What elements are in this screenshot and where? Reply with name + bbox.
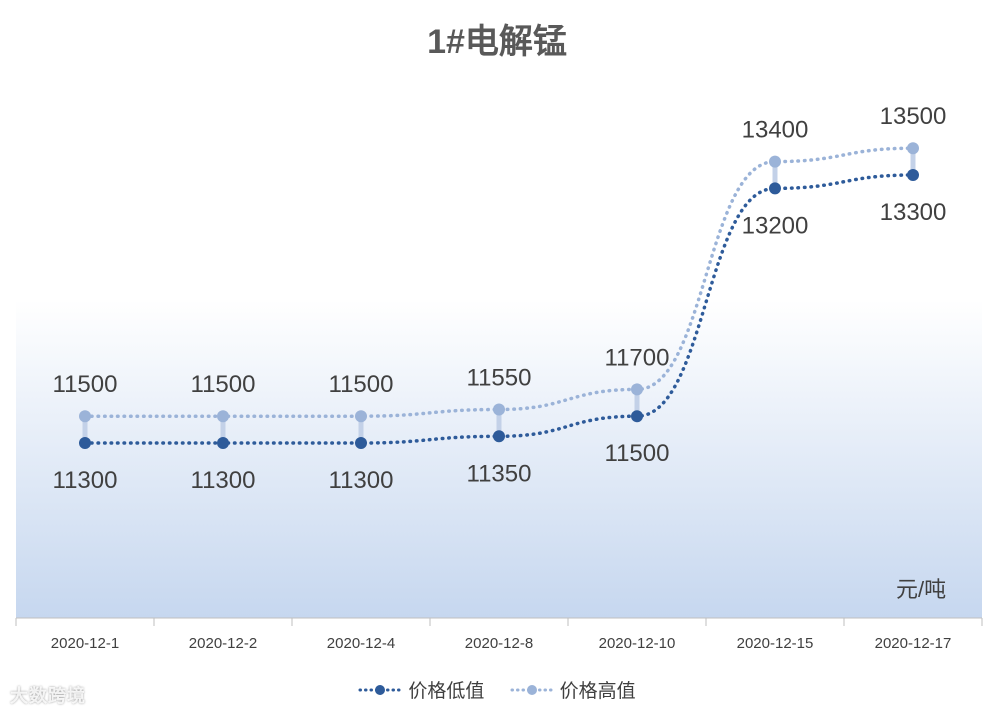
x-tick-label: 2020-12-10 bbox=[599, 635, 676, 652]
x-tick-label: 2020-12-15 bbox=[737, 635, 814, 652]
data-label-low: 13200 bbox=[742, 212, 809, 239]
x-tick-label: 2020-12-8 bbox=[465, 635, 533, 652]
data-point-high bbox=[493, 403, 505, 416]
legend-marker-low bbox=[358, 684, 402, 695]
data-label-low: 11300 bbox=[53, 467, 118, 494]
data-label-low: 11300 bbox=[329, 467, 394, 494]
data-label-high: 13400 bbox=[742, 117, 809, 144]
legend-item-high[interactable]: 价格高值 bbox=[510, 676, 636, 703]
data-label-high: 13500 bbox=[880, 103, 947, 130]
data-label-high: 11550 bbox=[467, 365, 532, 392]
data-label-low: 13300 bbox=[880, 199, 947, 226]
legend-label-high: 价格高值 bbox=[559, 681, 636, 702]
chart-title: 1#电解锰 bbox=[427, 23, 567, 61]
series-line-low bbox=[83, 173, 915, 445]
data-point-low bbox=[493, 430, 505, 443]
legend-label-low: 价格低值 bbox=[408, 681, 485, 702]
x-tick-label: 2020-12-2 bbox=[189, 635, 257, 652]
data-point-high bbox=[355, 410, 367, 423]
data-point-high bbox=[217, 410, 229, 423]
data-label-high: 11500 bbox=[191, 371, 256, 398]
data-point-high bbox=[907, 142, 919, 155]
legend-item-low[interactable]: 价格低值 bbox=[358, 676, 484, 703]
unit-label: 元/吨 bbox=[896, 577, 947, 602]
data-label-low: 11350 bbox=[467, 460, 532, 487]
legend: 价格低值 价格高值 bbox=[0, 676, 994, 703]
x-tick-label: 2020-12-1 bbox=[51, 635, 119, 652]
data-label-high: 11500 bbox=[53, 371, 118, 398]
x-tick-label: 2020-12-17 bbox=[875, 635, 952, 652]
data-point-low bbox=[217, 437, 229, 449]
plot-area bbox=[16, 300, 982, 618]
data-label-low: 11300 bbox=[191, 467, 256, 494]
legend-marker-high bbox=[510, 684, 554, 695]
series-line-high bbox=[83, 146, 915, 418]
data-point-low bbox=[79, 437, 91, 449]
x-tick-label: 2020-12-4 bbox=[327, 635, 395, 652]
data-point-low bbox=[907, 169, 919, 181]
data-point-low bbox=[355, 437, 367, 449]
data-point-high bbox=[631, 383, 643, 396]
data-point-low bbox=[769, 182, 781, 195]
data-label-high: 11500 bbox=[329, 371, 394, 398]
data-label-high: 11700 bbox=[605, 344, 670, 371]
data-point-high bbox=[769, 155, 781, 168]
data-point-high bbox=[79, 410, 91, 423]
watermark: 大数跨境 bbox=[10, 686, 86, 706]
data-label-low: 11500 bbox=[605, 440, 670, 467]
data-point-low bbox=[631, 410, 643, 423]
